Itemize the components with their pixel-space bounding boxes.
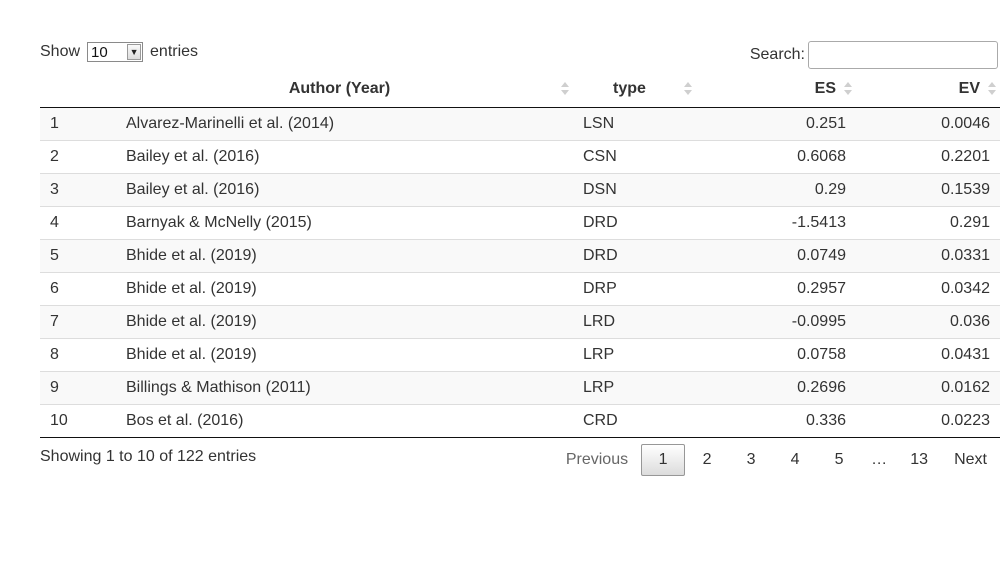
column-header-ev[interactable]: EV (856, 72, 1000, 108)
cell-es: 0.0749 (696, 238, 856, 272)
page-length-control: Show 10 ▼ entries (40, 41, 198, 63)
cell-ev: 0.291 (856, 205, 1000, 239)
page-button-4[interactable]: 4 (790, 451, 800, 468)
data-table: Author (Year) type ES EV 1 (40, 72, 1000, 438)
cell-es: 0.6068 (696, 139, 856, 173)
cell-author: Bos et al. (2016) (116, 403, 573, 438)
pagination: Previous 1 2 3 4 5 … 13 Next (553, 443, 1000, 477)
table-row[interactable]: 9 Billings & Mathison (2011) LRP 0.2696 … (40, 370, 1000, 404)
table-row[interactable]: 8 Bhide et al. (2019) LRP 0.0758 0.0431 (40, 337, 1000, 371)
header-row: Author (Year) type ES EV (40, 72, 1000, 108)
cell-index: 5 (40, 238, 116, 272)
cell-ev: 0.0331 (856, 238, 1000, 272)
page-button-13[interactable]: 13 (910, 451, 928, 468)
table-row[interactable]: 1 Alvarez-Marinelli et al. (2014) LSN 0.… (40, 107, 1000, 140)
column-header-ev-label: EV (958, 80, 980, 98)
cell-author: Alvarez-Marinelli et al. (2014) (116, 107, 573, 140)
cell-author: Barnyak & McNelly (2015) (116, 205, 573, 239)
cell-index: 10 (40, 403, 116, 438)
column-header-es-label: ES (814, 80, 836, 98)
table-row[interactable]: 2 Bailey et al. (2016) CSN 0.6068 0.2201 (40, 139, 1000, 173)
column-header-type[interactable]: type (573, 72, 696, 108)
sort-both-icon (684, 82, 692, 96)
cell-ev: 0.0431 (856, 337, 1000, 371)
cell-ev: 0.0046 (856, 107, 1000, 140)
cell-type: LRD (573, 304, 696, 338)
cell-author: Bailey et al. (2016) (116, 139, 573, 173)
page-button-1[interactable]: 1 (641, 444, 686, 476)
cell-type: LSN (573, 107, 696, 140)
sort-both-icon (561, 82, 569, 96)
page-button-5[interactable]: 5 (834, 451, 844, 468)
cell-author: Bhide et al. (2019) (116, 271, 573, 305)
cell-ev: 0.036 (856, 304, 1000, 338)
cell-author: Bhide et al. (2019) (116, 337, 573, 371)
cell-ev: 0.2201 (856, 139, 1000, 173)
cell-es: 0.251 (696, 107, 856, 140)
search-control: Search: (750, 41, 998, 69)
cell-ev: 0.1539 (856, 172, 1000, 206)
previous-page-button[interactable]: Previous (565, 451, 629, 468)
cell-type: DSN (573, 172, 696, 206)
table-row[interactable]: 10 Bos et al. (2016) CRD 0.336 0.0223 (40, 403, 1000, 438)
cell-index: 3 (40, 172, 116, 206)
cell-author: Billings & Mathison (2011) (116, 370, 573, 404)
datatable-wrapper: Show 10 ▼ entries Search: Author (Year) (40, 0, 1000, 580)
search-input[interactable] (808, 41, 998, 69)
cell-type: DRD (573, 238, 696, 272)
cell-es: 0.336 (696, 403, 856, 438)
table-row[interactable]: 3 Bailey et al. (2016) DSN 0.29 0.1539 (40, 172, 1000, 206)
table-info: Showing 1 to 10 of 122 entries (40, 448, 257, 465)
cell-index: 4 (40, 205, 116, 239)
cell-index: 9 (40, 370, 116, 404)
column-header-es[interactable]: ES (696, 72, 856, 108)
show-label: Show (40, 43, 81, 60)
cell-ev: 0.0223 (856, 403, 1000, 438)
column-header-index[interactable] (40, 72, 116, 108)
cell-es: 0.2957 (696, 271, 856, 305)
cell-ev: 0.0162 (856, 370, 1000, 404)
cell-index: 7 (40, 304, 116, 338)
cell-es: -1.5413 (696, 205, 856, 239)
cell-index: 6 (40, 271, 116, 305)
cell-type: CSN (573, 139, 696, 173)
page-length-value: 10 (91, 43, 108, 61)
cell-type: DRD (573, 205, 696, 239)
search-label: Search: (749, 46, 805, 63)
page-button-2[interactable]: 2 (702, 451, 712, 468)
entries-label: entries (150, 43, 199, 60)
table-row[interactable]: 6 Bhide et al. (2019) DRP 0.2957 0.0342 (40, 271, 1000, 305)
cell-author: Bhide et al. (2019) (116, 238, 573, 272)
cell-es: 0.2696 (696, 370, 856, 404)
cell-type: LRP (573, 370, 696, 404)
cell-index: 2 (40, 139, 116, 173)
sort-both-icon (844, 82, 852, 96)
column-header-author[interactable]: Author (Year) (116, 72, 573, 108)
page-length-select[interactable]: 10 ▼ (87, 42, 144, 62)
cell-author: Bailey et al. (2016) (116, 172, 573, 206)
table-row[interactable]: 5 Bhide et al. (2019) DRD 0.0749 0.0331 (40, 238, 1000, 272)
pagination-ellipsis: … (871, 451, 888, 468)
cell-index: 8 (40, 337, 116, 371)
page-button-3[interactable]: 3 (746, 451, 756, 468)
next-page-button[interactable]: Next (954, 451, 987, 468)
cell-es: 0.29 (696, 172, 856, 206)
cell-type: CRD (573, 403, 696, 438)
cell-es: 0.0758 (696, 337, 856, 371)
column-header-type-label: type (613, 80, 646, 98)
cell-type: DRP (573, 271, 696, 305)
table-row[interactable]: 7 Bhide et al. (2019) LRD -0.0995 0.036 (40, 304, 1000, 338)
sort-both-icon (988, 82, 996, 96)
cell-es: -0.0995 (696, 304, 856, 338)
cell-type: LRP (573, 337, 696, 371)
dropdown-arrow-icon[interactable]: ▼ (127, 44, 142, 60)
cell-ev: 0.0342 (856, 271, 1000, 305)
cell-index: 1 (40, 107, 116, 140)
cell-author: Bhide et al. (2019) (116, 304, 573, 338)
table-row[interactable]: 4 Barnyak & McNelly (2015) DRD -1.5413 0… (40, 205, 1000, 239)
column-header-author-label: Author (Year) (288, 80, 391, 98)
